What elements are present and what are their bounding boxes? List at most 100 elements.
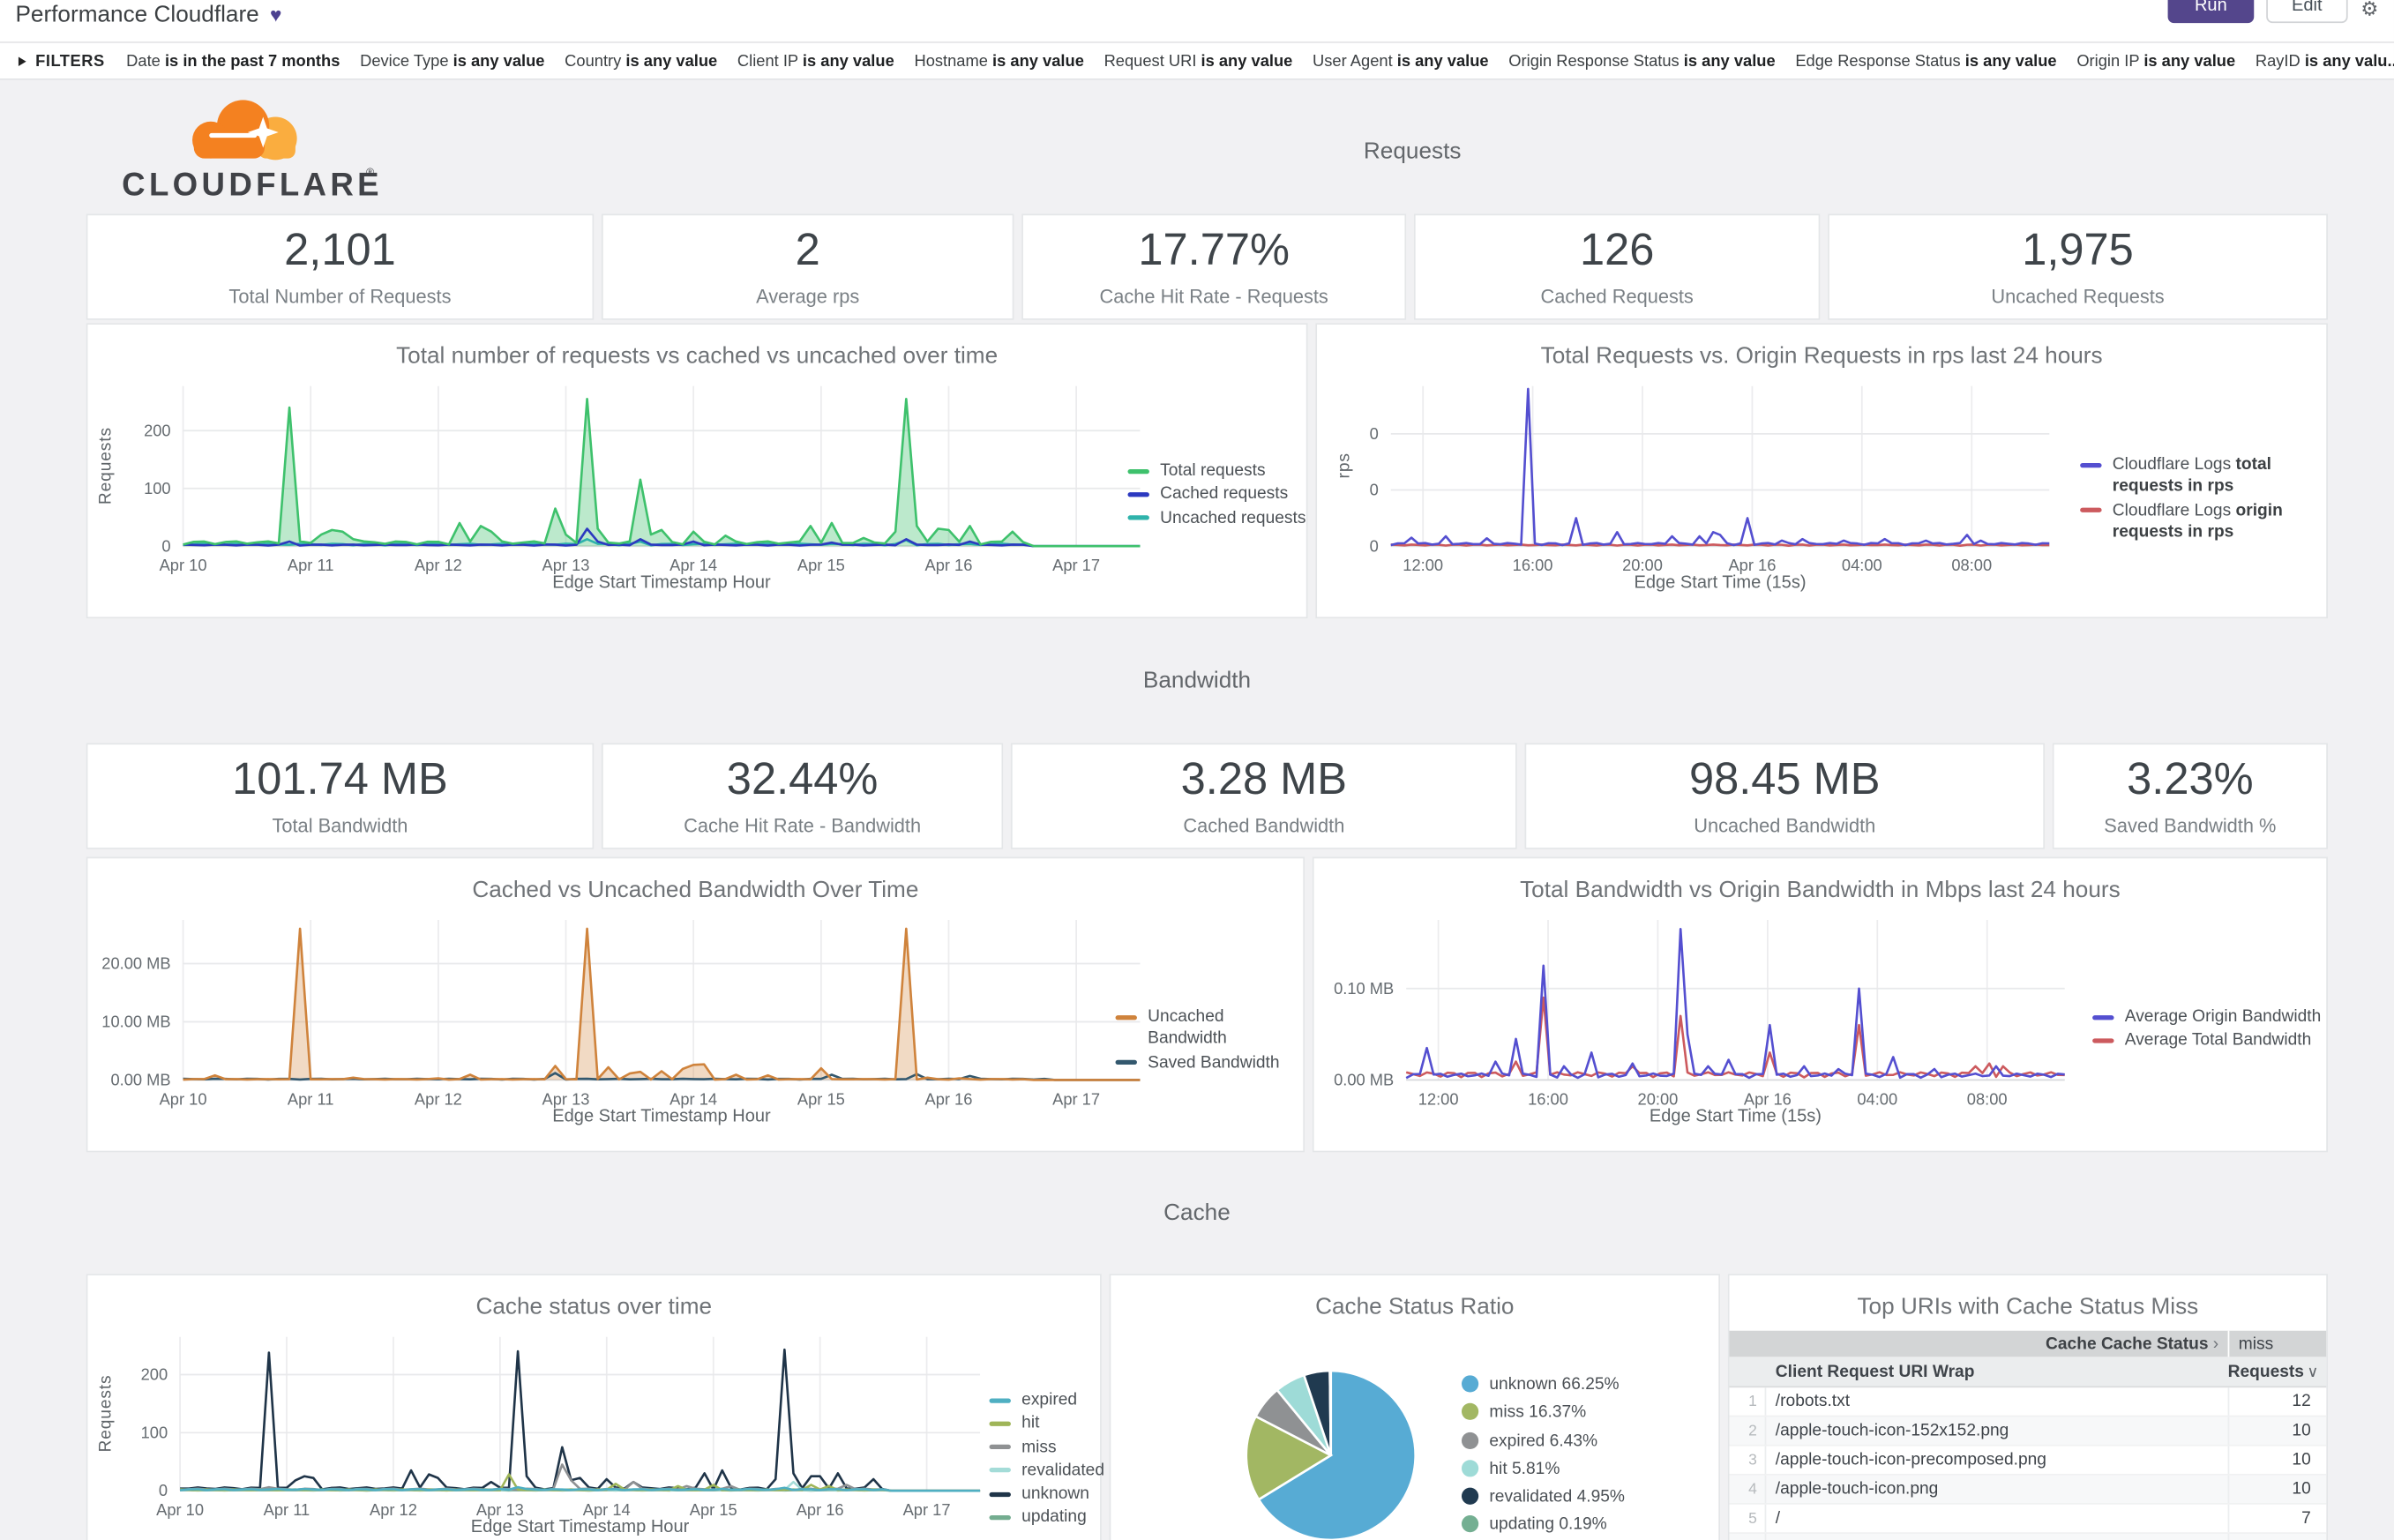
cached-vs-uncached-bandwidth-plot[interactable]: Apr 10 Apr 11 Apr 12 Apr 13 Apr 14 Apr 15 Apr … [101,920,1141,1108]
pivot-label: Cache Cache Status › [2046,1334,2219,1354]
filters-bar: FILTERS Date is in the past 7 months Devi… [0,42,2394,80]
svg-text:Apr 15: Apr 15 [690,1500,737,1519]
legend-swatch [989,1421,1011,1426]
x-axis-label: Edge Start Time (15s) [1634,573,1807,593]
y-axis-label: Requests [96,427,116,505]
legend-item: unknown [989,1484,1105,1506]
stat-label: Total Bandwidth [272,815,408,837]
legend-swatch [1127,491,1149,497]
filters-toggle[interactable]: FILTERS [18,51,105,70]
column-header-requests[interactable]: Requests ∨ [2227,1362,2319,1381]
legend-swatch [989,1468,1011,1473]
stat-value: 126 [1579,226,1655,276]
stat-label: Cache Hit Rate - Requests [1099,286,1328,308]
edit-button[interactable]: Edit [2265,0,2349,24]
filter-item[interactable]: User Agent is any value [1313,51,1489,71]
chevron-right-icon: › [2212,1334,2219,1354]
cache-status-ratio-pie[interactable] [1231,1356,1431,1540]
filter-item[interactable]: Device Type is any value [360,51,545,71]
page-title: Performance Cloudflare [15,1,259,28]
requests-over-time-plot[interactable]: Apr 10 Apr 11 Apr 12 Apr 13 Apr 14 Apr 15 Apr … [144,385,1141,574]
svg-text:Apr 17: Apr 17 [903,1500,951,1519]
gear-icon[interactable]: ⚙ [2360,0,2379,20]
svg-text:Apr 13: Apr 13 [476,1500,524,1519]
legend-item: Average Total Bandwidth [2092,1029,2321,1051]
legend-swatch [989,1444,1011,1450]
logo-registered: ® [366,166,374,178]
panel-top-uris-cache-miss: Top URIs with Cache Status Miss Cache Ca… [1727,1274,2328,1540]
svg-text:12:00: 12:00 [1403,556,1443,574]
table-column-header: Client Request URI Wrap Requests ∨ [1729,1357,2327,1388]
svg-text:100: 100 [144,479,171,497]
svg-text:Apr 13: Apr 13 [542,556,590,574]
section-heading-cache: Cache [1163,1200,1231,1227]
legend-item: Total requests [1127,460,1305,482]
legend-item: Uncached Bandwidth [1115,1006,1304,1050]
filter-item[interactable]: Hostname is any value [914,51,1084,71]
chart-title: Cached vs Uncached Bandwidth Over Time [472,877,919,903]
svg-text:Apr 11: Apr 11 [288,556,334,574]
cloudflare-logo: CLOUDFLARE ® [86,93,431,211]
row-requests: 7 [2227,1504,2327,1533]
stat-label: Uncached Bandwidth [1694,815,1876,837]
svg-text:Apr 12: Apr 12 [415,556,462,574]
filter-item[interactable]: Date is in the past 7 months [126,51,340,71]
table-row[interactable]: 2/apple-touch-icon-152x152.png 10 [1729,1417,2327,1447]
row-number: 1 [1729,1387,1767,1416]
total-vs-origin-bandwidth-plot[interactable]: 12:00 16:00 20:00 Apr 16 04:00 08:00 0.00 MB 0.… [1334,920,2065,1108]
table-row[interactable]: 5 / 7 [1729,1504,2327,1534]
table-row[interactable]: 6/index.php/contact/7 [1729,1533,2327,1540]
svg-text:04:00: 04:00 [1842,556,1882,574]
svg-text:Apr 12: Apr 12 [370,1500,417,1519]
stat-card: 1,975 Uncached Requests [1828,213,2328,320]
panel-cache-status-over-time: Cache status over time Requests Apr 10 Ap… [86,1274,1105,1540]
row-uri: /apple-touch-icon-precomposed.png [1775,1450,2046,1469]
filter-item[interactable]: Client IP is any value [737,51,894,71]
svg-text:200: 200 [141,1365,168,1384]
legend-swatch [1461,1375,1479,1393]
pie-legend: unknown 66.25% miss 16.37% expired 6.43% hi… [1461,1374,1625,1537]
legend-swatch [1461,1432,1479,1449]
filter-item[interactable]: Request URI is any value [1103,51,1293,71]
filter-item[interactable]: Origin IP is any value [2076,51,2236,71]
legend-swatch [989,1491,1011,1497]
filter-item[interactable]: Country is any value [565,51,718,71]
filters-list: Date is in the past 7 months Device Type … [126,51,2394,70]
stat-label: Average rps [756,286,860,308]
svg-text:100: 100 [141,1423,168,1441]
stat-label: Cache Hit Rate - Bandwidth [684,815,922,837]
row-uri: /apple-touch-icon.png [1775,1479,1939,1499]
svg-text:16:00: 16:00 [1513,556,1553,574]
pie-legend-item: expired 6.43% [1461,1430,1625,1452]
legend-item: expired [989,1389,1105,1411]
filter-item[interactable]: RayID is any valu... [2255,51,2394,71]
cache-status-over-time-plot[interactable]: Apr 10 Apr 11 Apr 12 Apr 13 Apr 14 Apr 15 Apr … [141,1336,981,1519]
panel-cached-vs-uncached-bandwidth: Cached vs Uncached Bandwidth Over Time A… [86,856,1305,1153]
panel-requests-over-time: Total number of requests vs cached vs un… [86,323,1308,619]
run-button[interactable]: Run [2168,0,2254,24]
pivot-value: miss [2227,1330,2327,1357]
chart-title: Cache Status Ratio [1315,1293,1515,1320]
stat-value: 32.44% [726,755,879,805]
requests-stats-row: 2,101 Total Number of Requests 2 Average rp… [86,213,2328,320]
stat-card: 2 Average rps [601,213,1014,320]
chart-legend: Total requests Cached requests Uncached re… [1127,460,1305,529]
svg-text:Apr 17: Apr 17 [1052,1089,1100,1108]
panel-cache-status-ratio: Cache Status Ratio unknown 66.25% miss 16… [1109,1274,1721,1540]
row-number: 4 [1729,1475,1767,1504]
uri-table: Cache Cache Status › miss Client Request … [1729,1330,2327,1540]
svg-text:0: 0 [1370,424,1379,443]
filter-item[interactable]: Origin Response Status is any value [1508,51,1776,71]
filter-item[interactable]: Edge Response Status is any value [1795,51,2057,71]
table-row[interactable]: 1/robots.txt 12 [1729,1387,2327,1417]
heart-icon: ♥ [269,3,282,26]
rps-last-24h-plot[interactable]: 12:00 16:00 20:00 Apr 16 04:00 08:00 0 0 0 [1370,385,2050,574]
svg-text:Apr 10: Apr 10 [160,1089,207,1108]
table-row[interactable]: 4/apple-touch-icon.png 10 [1729,1475,2327,1505]
table-row[interactable]: 3/apple-touch-icon-precomposed.png 10 [1729,1446,2327,1476]
uri-table-body: 1/robots.txt 12 2/apple-touch-icon-152x152… [1729,1387,2327,1540]
legend-item: Cloudflare Logs total requests in rps [2080,454,2314,498]
chart-legend: expired hit miss revalidated unknown updating [989,1389,1105,1529]
legend-swatch [1461,1515,1479,1534]
